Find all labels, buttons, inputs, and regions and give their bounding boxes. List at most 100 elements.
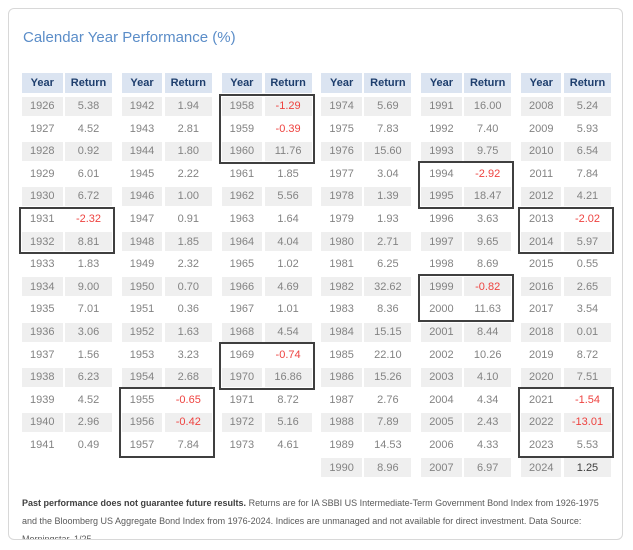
return-cell: -2.92 — [475, 167, 501, 180]
return-cell: 5.97 — [563, 232, 611, 252]
table-row: 1986 15.26 — [321, 367, 412, 387]
year-return-column-1: Year Return 1926 5.38 1927 4.52 1928 0.92 1929 6.… — [19, 73, 115, 481]
return-cell: 2.68 — [164, 367, 212, 387]
table-row: 2019 8.72 — [521, 345, 611, 364]
year-cell: 1993 — [421, 141, 462, 161]
year-cell: 2000 — [429, 303, 454, 316]
table-row: 1984 15.15 — [321, 322, 412, 342]
year-cell: 1942 — [121, 96, 163, 116]
table-row: 1940 2.96 — [22, 412, 112, 432]
footnote-body: Returns are for IA SBBI US Intermediate-… — [22, 497, 599, 540]
year-cell: 2012 — [520, 186, 562, 206]
return-cell: 0.92 — [65, 141, 112, 161]
return-cell: 4.34 — [476, 393, 499, 406]
table-row: 1954 2.68 — [121, 367, 212, 387]
table-row: 2022 -13.01 — [520, 412, 611, 432]
table-row: 2023 5.53 — [521, 436, 611, 455]
return-cell: 15.60 — [364, 141, 412, 161]
table-row: 1955 -0.65 — [122, 390, 212, 409]
return-cell: -0.74 — [275, 348, 301, 361]
return-cell: 11.76 — [264, 141, 312, 161]
year-header-cell: Year — [221, 73, 263, 93]
year-cell: 2024 — [520, 458, 562, 478]
return-cell: 5.69 — [364, 96, 412, 116]
return-cell: 22.10 — [374, 348, 402, 361]
return-cell: 1.02 — [277, 258, 299, 271]
table-row: 1946 1.00 — [121, 186, 212, 206]
year-cell: 1972 — [221, 412, 263, 432]
year-cell: 1991 — [421, 96, 462, 116]
year-cell: 2013 — [528, 213, 554, 226]
table-row: 1997 9.65 — [421, 232, 512, 252]
column-header-row: Year Return — [520, 73, 611, 93]
return-cell: 0.49 — [77, 439, 100, 451]
table-row: 1981 6.25 — [321, 255, 411, 274]
year-cell: 2008 — [520, 96, 562, 116]
table-row: 2014 5.97 — [520, 232, 611, 252]
year-cell: 1961 — [229, 167, 255, 180]
table-row: 1935 7.01 — [22, 300, 112, 319]
table-row: 1963 1.64 — [222, 210, 312, 229]
footnote-bold-lead: Past performance does not guarantee futu… — [22, 497, 247, 508]
year-cell: 1949 — [129, 258, 155, 271]
table-row: 1966 4.69 — [221, 277, 312, 297]
return-cell: -0.39 — [275, 122, 301, 135]
year-header-cell: Year — [321, 73, 362, 93]
return-cell: 0.70 — [164, 277, 212, 297]
table-row: 1929 6.01 — [22, 164, 112, 183]
year-cell: 2018 — [520, 322, 562, 342]
year-cell: 1980 — [321, 232, 362, 252]
table-row: 1944 1.80 — [121, 141, 212, 161]
year-cell: 2019 — [528, 348, 554, 361]
year-cell: 1937 — [30, 348, 55, 361]
year-cell: 1994 — [429, 167, 454, 180]
return-cell: 8.96 — [364, 458, 412, 478]
year-cell: 1945 — [129, 167, 155, 180]
column-header-row: Year Return — [321, 73, 412, 93]
table-row: 2000 11.63 — [421, 300, 511, 319]
return-cell: 6.25 — [377, 258, 399, 271]
return-cell: 1.25 — [563, 458, 611, 478]
year-cell: 2002 — [429, 348, 454, 361]
return-cell: 3.04 — [377, 167, 399, 180]
return-cell: 4.52 — [77, 122, 100, 135]
year-cell: 2016 — [520, 277, 562, 297]
return-cell: 9.75 — [464, 141, 512, 161]
year-cell: 1947 — [129, 213, 155, 226]
table-row: 1936 3.06 — [22, 322, 112, 342]
table-row: 1947 0.91 — [122, 210, 212, 229]
return-cell: 1.01 — [277, 303, 299, 316]
return-cell: 4.54 — [264, 322, 312, 342]
table-row: 2008 5.24 — [520, 96, 611, 116]
year-cell: 1974 — [321, 96, 362, 116]
return-cell: 7.40 — [476, 122, 499, 135]
year-cell: 1943 — [129, 122, 155, 135]
return-header-cell: Return — [364, 73, 412, 93]
table-row: 2006 4.33 — [421, 436, 511, 455]
table-row: 2004 4.34 — [421, 390, 511, 409]
return-cell: 4.10 — [464, 367, 512, 387]
table-row: 2013 -2.02 — [521, 210, 611, 229]
return-cell: 8.69 — [476, 258, 499, 271]
table-row: 1982 32.62 — [321, 277, 412, 297]
return-cell: 4.21 — [563, 186, 611, 206]
year-cell: 1964 — [221, 232, 263, 252]
table-row: 1967 1.01 — [222, 300, 312, 319]
year-cell: 1971 — [229, 393, 255, 406]
return-cell: 7.51 — [563, 367, 611, 387]
year-cell: 1995 — [421, 186, 462, 206]
table-row: 1979 1.93 — [321, 210, 411, 229]
year-cell: 1978 — [321, 186, 362, 206]
table-row: 1993 9.75 — [421, 141, 512, 161]
table-row: 2024 1.25 — [520, 458, 611, 478]
year-cell: 1953 — [129, 348, 155, 361]
table-row: 1958 -1.29 — [221, 96, 312, 116]
year-return-column-6: Year Return 2008 5.24 2009 5.93 2010 6.54 2011 7.… — [517, 73, 614, 481]
return-cell: 8.81 — [65, 232, 112, 252]
year-cell: 1975 — [329, 122, 354, 135]
table-row: 1992 7.40 — [421, 119, 511, 138]
return-cell: 1.56 — [77, 348, 100, 361]
return-cell: 2.76 — [377, 393, 399, 406]
table-row: 1938 6.23 — [22, 367, 112, 387]
return-cell: -0.65 — [175, 393, 201, 406]
